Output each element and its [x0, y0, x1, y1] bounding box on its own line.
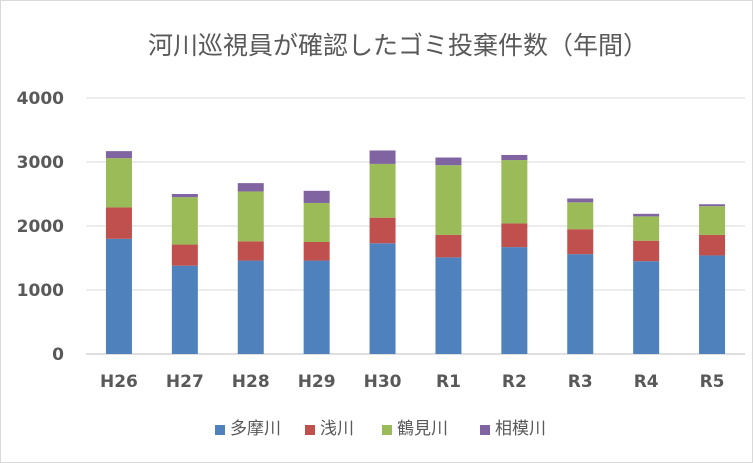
x-tick-label: H29: [298, 372, 336, 392]
bar-R5-series-1: [699, 234, 726, 256]
bar-R1-series-1: [435, 234, 462, 258]
bar-H27-series-0: [171, 265, 198, 354]
legend-label: 鶴見川: [397, 419, 448, 439]
bar-R5-series-2: [699, 206, 726, 235]
bar-R5-series-0: [699, 255, 726, 354]
bar-R4-series-3: [633, 213, 660, 217]
legend: 多摩川 浅川 鶴見川 相模川: [215, 419, 546, 439]
x-tick-label: H27: [166, 372, 204, 392]
bar-H30-series-3: [369, 150, 396, 164]
bar-H30-series-0: [369, 243, 396, 354]
bar-R3-series-2: [567, 202, 594, 230]
bar-H28-series-0: [237, 260, 264, 354]
bar-H29-series-1: [303, 242, 330, 261]
x-tick-label: R3: [568, 372, 593, 392]
x-tick-label: R4: [634, 372, 659, 392]
y-tick-label: 3000: [17, 153, 64, 173]
bar-H30-series-2: [369, 163, 396, 218]
bar-R3-series-0: [567, 254, 594, 354]
bar-R2-series-0: [501, 247, 528, 354]
bar-H28-series-3: [237, 183, 264, 192]
bar-R3-series-3: [567, 198, 594, 203]
bar-R3-series-1: [567, 229, 594, 255]
y-tick-label: 0: [52, 345, 64, 365]
bar-H30-series-1: [369, 217, 396, 244]
legend-label: 相模川: [495, 419, 546, 439]
y-tick-label: 2000: [17, 217, 64, 237]
bar-H26-series-2: [105, 158, 132, 208]
bar-H29-series-0: [303, 260, 330, 354]
bar-R2-series-2: [501, 160, 528, 224]
bar-H26-series-0: [105, 238, 132, 354]
bar-R1-series-0: [435, 257, 462, 354]
bar-R2-series-1: [501, 223, 528, 248]
bar-H29-series-2: [303, 202, 330, 242]
x-tick-label: H28: [232, 372, 270, 392]
bar-R4-series-2: [633, 216, 660, 241]
legend-swatch: [480, 425, 490, 435]
legend-swatch: [305, 425, 315, 435]
bar-H27-series-2: [171, 197, 198, 245]
bar-R4-series-1: [633, 240, 660, 262]
x-tick-label: H30: [364, 372, 402, 392]
legend-swatch: [382, 425, 392, 435]
x-tick-label: H26: [100, 372, 138, 392]
bar-H29-series-3: [303, 190, 330, 203]
x-axis-ticks: H26 H27 H28 H29 H30 R1 R2 R3 R4 R5: [100, 372, 725, 392]
bar-H27-series-1: [171, 244, 198, 266]
bar-R2-series-3: [501, 154, 528, 161]
legend-label: 多摩川: [230, 419, 281, 439]
bar-R1-series-2: [435, 165, 462, 235]
y-tick-label: 1000: [17, 281, 64, 301]
bar-R1-series-3: [435, 157, 462, 166]
legend-label: 浅川: [320, 419, 354, 439]
bar-H27-series-3: [171, 194, 198, 198]
y-axis-ticks: 0 1000 2000 3000 4000: [17, 89, 64, 365]
legend-swatch: [215, 425, 225, 435]
bar-R5-series-3: [699, 204, 726, 207]
bar-H26-series-3: [105, 151, 132, 159]
bar-R4-series-0: [633, 261, 660, 354]
x-tick-label: R1: [436, 372, 461, 392]
chart-title: 河川巡視員が確認したゴミ投棄件数（年間）: [148, 31, 648, 60]
x-tick-label: R5: [700, 372, 725, 392]
bars: [105, 150, 726, 354]
bar-H26-series-1: [105, 207, 132, 239]
y-tick-label: 4000: [17, 89, 64, 109]
bar-H28-series-2: [237, 191, 264, 242]
bar-H28-series-1: [237, 241, 264, 261]
x-tick-label: R2: [502, 372, 527, 392]
